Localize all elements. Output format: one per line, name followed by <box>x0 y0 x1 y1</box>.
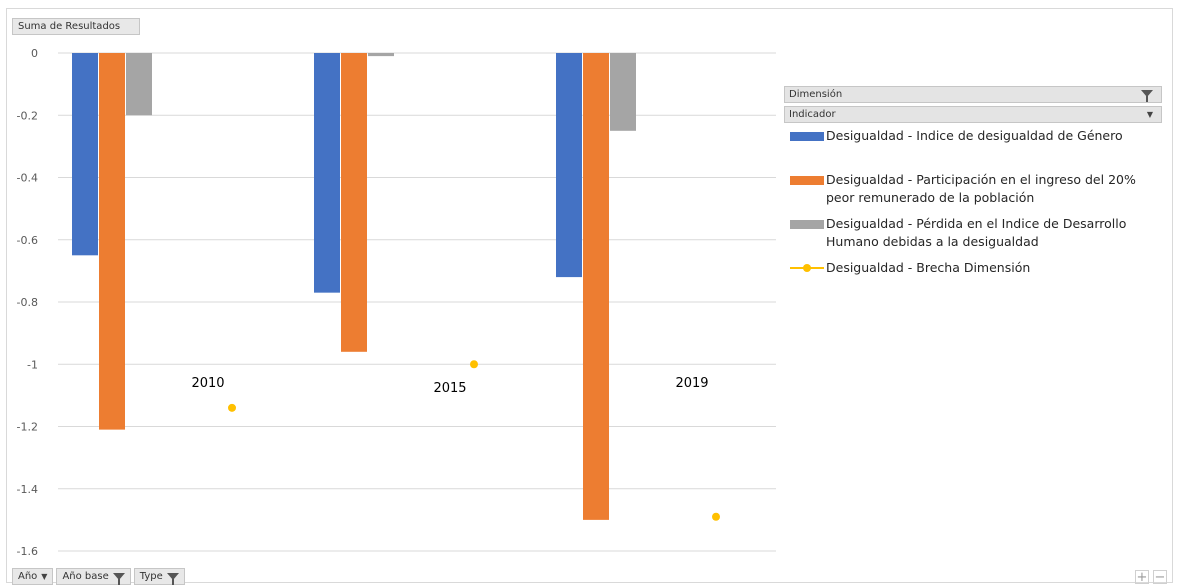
type-field-button[interactable]: Type <box>133 568 185 585</box>
legend-swatch <box>790 176 824 185</box>
y-tick-label: -0.8 <box>17 296 38 309</box>
y-tick-label: -0.2 <box>17 109 38 122</box>
bar <box>610 53 636 131</box>
bar <box>99 53 125 430</box>
bar <box>314 53 340 293</box>
filter-icon[interactable] <box>112 573 125 585</box>
values-field-label: Suma de Resultados <box>18 21 121 32</box>
legend-item-label: Desigualdad - Brecha Dimensión <box>826 260 1031 275</box>
year-field-label: Año <box>18 571 38 582</box>
dimension-field-label: Dimensión <box>789 89 843 100</box>
legend-item-label: Desigualdad - Participación en el ingres… <box>826 172 1136 205</box>
zoom-out-button[interactable]: − <box>1153 570 1167 585</box>
values-field-button[interactable]: Suma de Resultados <box>12 18 140 35</box>
legend-swatch <box>790 132 824 141</box>
y-tick-label: 0 <box>31 47 38 60</box>
chart-frame <box>6 8 1173 583</box>
indicator-field-label: Indicador <box>789 109 836 120</box>
legend-item: Desigualdad - Participación en el ingres… <box>790 171 1136 207</box>
type-field-label: Type <box>139 571 163 582</box>
year-field-button[interactable]: Año ▼ <box>12 568 54 585</box>
y-tick-label: -1.4 <box>17 483 38 496</box>
row-field-buttons: Año ▼ Año base Type <box>12 568 185 585</box>
category-label: 2019 <box>675 376 708 391</box>
legend-item-label: Desigualdad - Pérdida en el Indice de De… <box>826 216 1127 249</box>
data-point <box>470 360 478 369</box>
dropdown-arrow-icon[interactable]: ▼ <box>41 572 48 581</box>
bar <box>341 53 367 352</box>
legend-item: Desigualdad - Indice de desigualdad de G… <box>790 127 1123 145</box>
data-point <box>228 403 236 412</box>
y-tick-label: -0.6 <box>17 234 38 247</box>
y-tick-label: -1 <box>27 358 38 371</box>
filter-icon[interactable] <box>166 573 179 585</box>
legend-swatch <box>790 220 824 229</box>
y-tick-label: -1.6 <box>17 545 38 558</box>
filter-icon[interactable] <box>1141 87 1153 102</box>
legend-item: Desigualdad - Brecha Dimensión <box>790 259 1030 277</box>
category-label: 2015 <box>433 381 466 396</box>
bar <box>368 53 394 57</box>
y-tick-label: -1.2 <box>17 421 38 434</box>
bar <box>126 53 152 116</box>
bar <box>583 53 609 520</box>
indicator-field-button[interactable]: Indicador ▼ <box>784 106 1162 123</box>
bar <box>556 53 582 278</box>
legend-line-marker <box>790 259 824 277</box>
legend-item: Desigualdad - Pérdida en el Indice de De… <box>790 215 1126 251</box>
base-year-field-label: Año base <box>62 571 109 582</box>
y-tick-label: -0.4 <box>17 172 38 185</box>
bar <box>72 53 98 256</box>
zoom-in-button[interactable]: + <box>1135 570 1149 585</box>
category-label: 2010 <box>191 376 224 391</box>
base-year-field-button[interactable]: Año base <box>56 568 131 585</box>
legend-item-label: Desigualdad - Indice de desigualdad de G… <box>826 128 1123 143</box>
data-point <box>712 512 720 521</box>
dimension-field-button[interactable]: Dimensión <box>784 86 1162 103</box>
dropdown-arrow-icon[interactable]: ▼ <box>1146 110 1153 119</box>
